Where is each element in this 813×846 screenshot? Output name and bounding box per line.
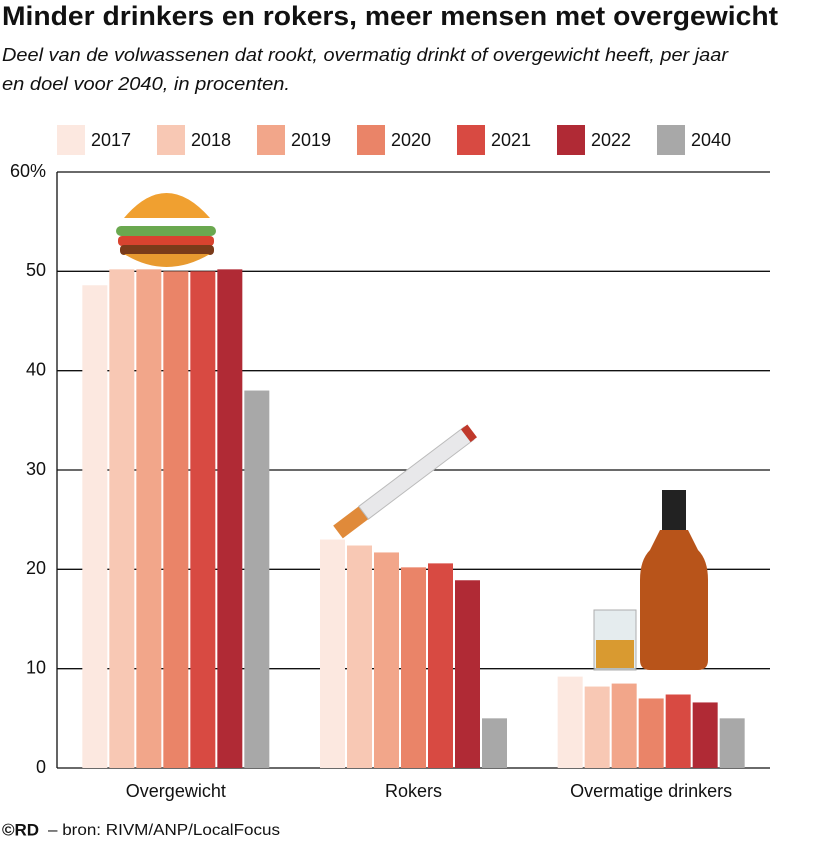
bottle-illustration [593,490,708,671]
legend-swatch [157,125,185,155]
bar [217,269,243,768]
legend-label: 2040 [691,130,731,150]
subtitle: en doel voor 2040, in procenten. [2,74,290,94]
bar [692,702,718,768]
plot: 0 10 20 30 40 50 60% Overgewicht Rokers Overmatig… [10,125,770,801]
bar [320,539,345,768]
legend-label: 2021 [491,130,531,150]
credit: ©RD [2,820,39,839]
cigarette-illustration [333,424,477,539]
bar [374,552,399,768]
bar [163,271,189,768]
chart-title: Minder drinkers en rokers, meer mensen m… [2,1,778,31]
legend-swatch [457,125,485,155]
legend-label: 2019 [291,130,331,150]
bar [638,698,664,768]
bar [190,271,216,768]
subtitle: Deel van de volwassenen dat rookt, overm… [2,45,729,65]
x-tick-label: Overmatige drinkers [570,781,732,801]
y-tick-label: 20 [26,558,46,578]
bar [455,580,480,768]
bar [611,683,637,768]
bar [82,285,108,768]
bar [584,686,610,768]
bar [428,563,453,768]
bar [665,694,691,768]
source: – bron: RIVM/ANP/LocalFocus [48,822,280,839]
legend-swatch [57,125,85,155]
legend-label: 2017 [91,130,131,150]
y-tick-label: 60% [10,161,46,181]
y-tick-label: 10 [26,657,46,677]
legend-label: 2020 [391,130,431,150]
y-tick-label: 0 [36,757,46,777]
burger-illustration [116,193,216,267]
x-tick-label: Rokers [385,781,442,801]
legend-swatch [657,125,685,155]
y-tick-label: 40 [26,359,46,379]
bar [244,390,270,768]
legend-label: 2022 [591,130,631,150]
legend-swatch [357,125,385,155]
bar [136,269,162,768]
legend-label: 2018 [191,130,231,150]
legend-swatch [257,125,285,155]
bar [401,567,426,768]
y-tick-label: 50 [26,260,46,280]
bar [482,718,507,768]
y-tick-label: 30 [26,459,46,479]
bar [347,545,372,768]
bar [719,718,745,768]
bar [109,269,135,768]
bar [557,676,583,768]
x-tick-label: Overgewicht [126,781,226,801]
legend-swatch [557,125,585,155]
